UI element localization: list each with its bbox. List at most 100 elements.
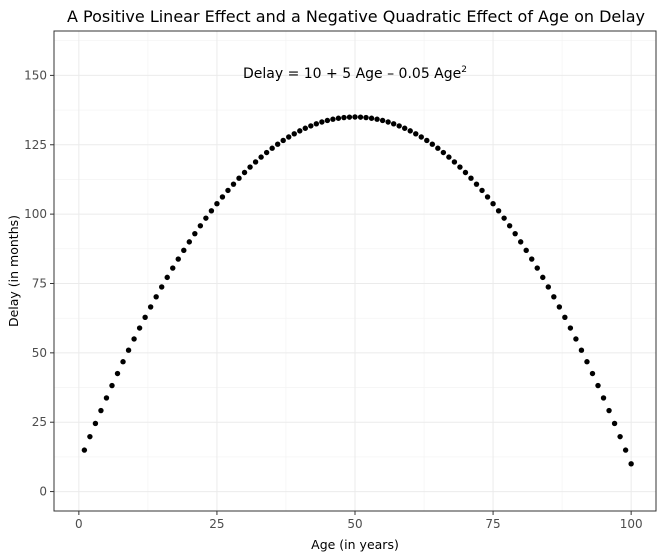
data-point [186,239,193,245]
data-point [534,265,540,271]
data-point [274,141,281,147]
data-point [622,447,629,453]
x-tick-label: 25 [209,517,224,531]
data-point [573,336,579,342]
data-point [92,420,99,427]
y-axis-title: Delay (in months) [6,215,21,327]
data-point [418,134,424,140]
data-point [120,359,126,365]
data-point [302,125,308,131]
y-tick-label: 25 [32,415,47,429]
data-point [545,284,552,290]
data-point [208,208,215,214]
equation-annotation: Delay = 10 + 5 Age – 0.05 Age2 [243,65,467,82]
data-point [473,181,480,187]
data-point [578,347,585,353]
data-point [103,395,110,401]
data-point [457,164,463,170]
data-point [136,325,143,331]
data-points [81,114,634,467]
data-point [346,114,353,120]
data-point [236,175,242,181]
data-point [595,382,601,389]
data-point [357,114,364,120]
data-point [252,159,259,165]
data-point [219,194,226,200]
data-point [479,187,485,194]
data-point [142,314,148,321]
data-point [551,294,557,300]
data-point [512,230,518,237]
data-point [81,447,88,453]
data-point [363,114,369,121]
data-point [506,223,513,229]
y-tick-label: 75 [32,276,47,290]
data-point [529,256,535,262]
equation-superscript: 2 [461,65,467,75]
data-point [164,274,170,281]
data-point [125,347,132,353]
data-point [490,201,496,207]
x-tick-label: 75 [485,517,500,531]
data-point [147,304,154,310]
data-point [291,131,297,137]
data-point [540,274,546,281]
data-point [335,115,342,121]
data-point [501,215,507,221]
data-point [181,247,187,254]
data-point [330,116,336,122]
data-point [407,128,413,134]
x-tick-label: 100 [620,517,643,531]
data-point [368,115,375,121]
data-point [247,164,253,170]
grid [54,31,656,511]
data-point [114,370,121,377]
data-point [484,194,491,200]
data-point [600,395,607,401]
x-tick-label: 50 [347,517,362,531]
data-point [396,123,402,129]
data-point [263,149,270,156]
data-point [269,145,275,151]
data-point [440,149,447,156]
chart-title: A Positive Linear Effect and a Negative … [67,7,645,26]
data-point [158,284,165,290]
data-point [352,114,358,120]
data-point [313,121,320,127]
y-tick-label: 50 [32,346,47,360]
data-point [589,370,596,377]
data-point [584,359,590,365]
x-axis-title: Age (in years) [311,537,399,552]
y-tick-label: 150 [24,68,47,82]
data-point [153,294,159,300]
data-point [197,223,204,229]
data-point [390,121,397,127]
data-point [374,116,380,122]
data-point [617,433,623,440]
data-point [203,215,209,221]
data-point [109,382,115,389]
data-point [170,265,176,271]
data-point [297,128,303,134]
data-point [341,114,347,121]
y-tick-label: 125 [24,138,47,152]
data-point [429,141,436,147]
data-point [258,154,264,160]
data-point [562,314,568,321]
data-point [424,137,430,144]
data-point [87,433,93,440]
data-point [402,125,408,131]
data-point [523,247,529,254]
data-point [468,175,474,181]
data-point [230,181,237,187]
data-point [214,201,220,207]
data-point [435,145,441,151]
data-point [286,134,292,140]
data-point [606,407,612,414]
x-tick-label: 0 [75,517,83,531]
data-point [319,119,325,125]
data-point [385,119,391,125]
data-point [98,407,104,414]
